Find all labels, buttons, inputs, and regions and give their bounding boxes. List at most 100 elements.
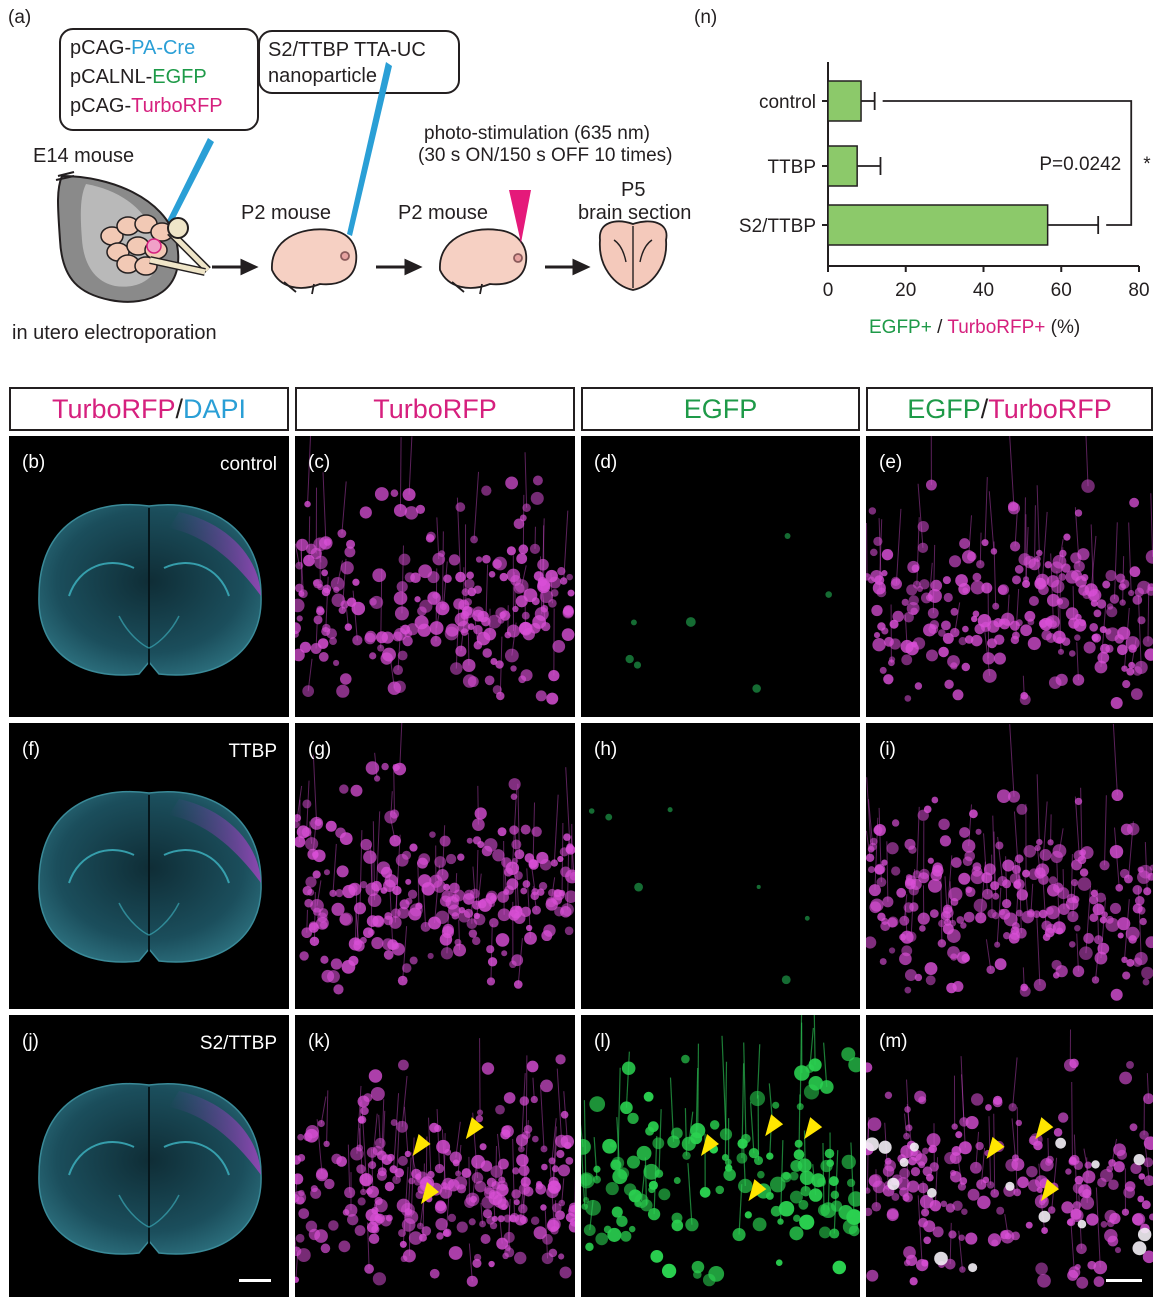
cell-body	[650, 1250, 664, 1263]
cell-body	[404, 629, 413, 638]
cell-body	[961, 839, 976, 853]
neurite	[932, 544, 936, 614]
cell-body	[461, 1168, 472, 1178]
cell-body	[453, 598, 465, 610]
cell-body	[959, 538, 970, 549]
neurite	[441, 1129, 447, 1193]
cell-body	[942, 576, 951, 585]
neurite	[1009, 724, 1015, 797]
cell-body	[369, 652, 377, 660]
plasmid-line-2: pCALNL-EGFP	[70, 66, 207, 88]
cell-body	[825, 591, 832, 598]
cell-body	[518, 675, 527, 684]
cell-body	[965, 886, 973, 893]
cell-body	[555, 1210, 565, 1221]
neurite	[993, 831, 997, 897]
cell-body	[365, 761, 380, 775]
neurite	[367, 1222, 370, 1269]
cell-body	[427, 1170, 435, 1179]
p-value-label: P=0.0242	[1039, 154, 1121, 175]
cell-body	[1097, 942, 1110, 955]
cell-body	[439, 933, 453, 946]
cell-body	[347, 1213, 359, 1226]
cell-body	[409, 956, 418, 965]
cell-body	[817, 1204, 830, 1217]
cell-body	[471, 1154, 486, 1169]
cell-body	[1057, 648, 1065, 655]
neurite	[1150, 493, 1153, 557]
cell-body	[430, 635, 442, 647]
cell-body	[992, 892, 1000, 900]
cell-body	[360, 1106, 369, 1116]
cell-body	[322, 584, 332, 594]
cell-body	[476, 1109, 484, 1116]
cell-body	[1093, 609, 1102, 618]
cell-body	[645, 1126, 655, 1136]
panel-a-label: (a)	[8, 7, 32, 28]
neurite	[401, 545, 404, 614]
cell-body	[890, 578, 902, 590]
cell-body	[912, 870, 921, 879]
cell-body	[958, 637, 967, 646]
cell-body	[364, 1264, 374, 1274]
cell-body	[671, 1127, 683, 1140]
cell-body	[780, 1171, 792, 1183]
cell-body	[514, 1251, 527, 1265]
cell-body	[434, 856, 447, 868]
neurite	[402, 1166, 409, 1245]
needle-icon	[163, 138, 214, 232]
cell-body	[298, 1189, 305, 1197]
cell-body	[937, 939, 947, 948]
cell-body	[499, 572, 508, 582]
cell-body	[1126, 667, 1135, 676]
cell-body	[346, 539, 356, 549]
cell-body	[366, 1185, 380, 1198]
cell-body	[393, 503, 407, 517]
cell-body	[472, 936, 481, 946]
panel-b-label: (b)	[22, 452, 46, 473]
cell-body	[819, 1226, 831, 1239]
cell-body	[986, 965, 996, 975]
cell-body	[593, 1165, 601, 1173]
cell-body	[296, 615, 303, 622]
cell-body	[923, 1236, 932, 1245]
cell-body	[397, 1155, 408, 1166]
cell-body	[948, 555, 962, 568]
cell-body	[1065, 1168, 1072, 1175]
cell-body	[804, 915, 810, 921]
arrowhead-icon	[1035, 1117, 1054, 1140]
cell-body	[899, 915, 910, 926]
neurite	[958, 1230, 963, 1270]
cell-body	[715, 1185, 725, 1195]
neurite	[866, 522, 868, 577]
cell-body	[1009, 873, 1021, 884]
neurite	[743, 1042, 747, 1139]
cell-body	[1121, 1208, 1130, 1216]
cell-body	[367, 928, 375, 936]
cell-body	[1023, 845, 1037, 858]
turborfp-image	[295, 1038, 575, 1287]
cell-body	[305, 876, 317, 888]
neurite	[341, 481, 347, 534]
cell-body	[357, 1197, 366, 1206]
neurite	[553, 794, 559, 864]
cell-body	[297, 1153, 306, 1162]
neurite	[322, 472, 327, 543]
neurite	[436, 1109, 441, 1169]
cell-body	[1118, 583, 1126, 591]
cell-body	[358, 1115, 367, 1124]
cell-body	[564, 890, 575, 904]
cell-body	[499, 610, 511, 621]
cell-body	[483, 838, 498, 852]
cell-body	[770, 1205, 782, 1217]
cell-body	[1034, 577, 1047, 590]
cell-body	[1081, 479, 1095, 493]
panel-j-label: (j)	[22, 1031, 39, 1052]
cell-body	[956, 916, 965, 924]
cell-body	[938, 646, 949, 658]
cell-body	[550, 1226, 559, 1235]
cell-body	[799, 1214, 815, 1230]
neurite	[480, 1202, 484, 1225]
cell-body	[981, 582, 993, 594]
neurite	[1080, 787, 1083, 860]
